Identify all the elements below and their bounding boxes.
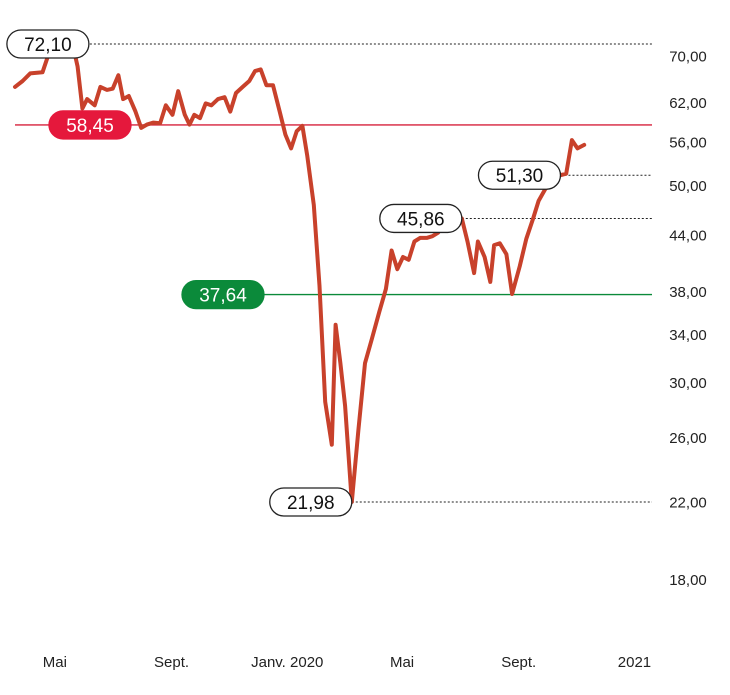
y-tick-label: 62,00 [669,95,707,112]
callout-value: 51,30 [496,166,544,187]
y-tick-label: 50,00 [669,178,707,195]
y-tick-label: 30,00 [669,375,707,392]
price-line [13,42,587,504]
y-tick-label: 38,00 [669,284,707,301]
callout-value: 37,64 [199,286,247,307]
y-tick-label: 56,00 [669,134,707,151]
y-tick-label: 26,00 [669,430,707,447]
y-tick-label: 22,00 [669,495,707,512]
series-layer [13,42,587,504]
x-axis: Mai Sept. Janv. 2020 Mai Sept. 2021 [43,654,651,671]
value-callout: 21,98 [269,487,353,517]
callout-pill [269,487,353,517]
x-tick-label: Mai [390,654,414,671]
callout-value: 21,98 [287,493,335,514]
callout-pill [477,160,562,190]
y-tick-label: 18,00 [669,572,707,589]
x-tick-label: 2021 [618,654,651,671]
value-callout: 58,45 [48,110,132,140]
callout-pill [379,203,463,234]
y-tick-label: 34,00 [669,327,707,344]
callout-pill [6,29,90,59]
callout-value: 58,45 [66,116,114,137]
callout-pill [48,110,132,140]
value-callout: 72,10 [6,29,90,59]
value-callout: 45,86 [379,203,463,234]
x-tick-label: Janv. 2020 [251,654,323,671]
x-tick-label: Sept. [154,654,189,671]
value-callout: 37,64 [181,279,265,310]
y-axis: 70,00 62,00 56,00 50,00 44,00 38,00 34,00 30,00… [669,48,707,589]
value-callouts: 72,10 58,45 51,30 45,86 37,64 21,98 [6,29,562,517]
callout-value: 72,10 [24,35,72,56]
x-tick-label: Mai [43,654,67,671]
y-tick-label: 44,00 [669,227,707,244]
callout-value: 45,86 [397,209,445,230]
x-tick-label: Sept. [501,654,536,671]
callout-pill [181,279,265,310]
y-tick-label: 70,00 [669,48,707,65]
value-callout: 51,30 [477,160,562,190]
